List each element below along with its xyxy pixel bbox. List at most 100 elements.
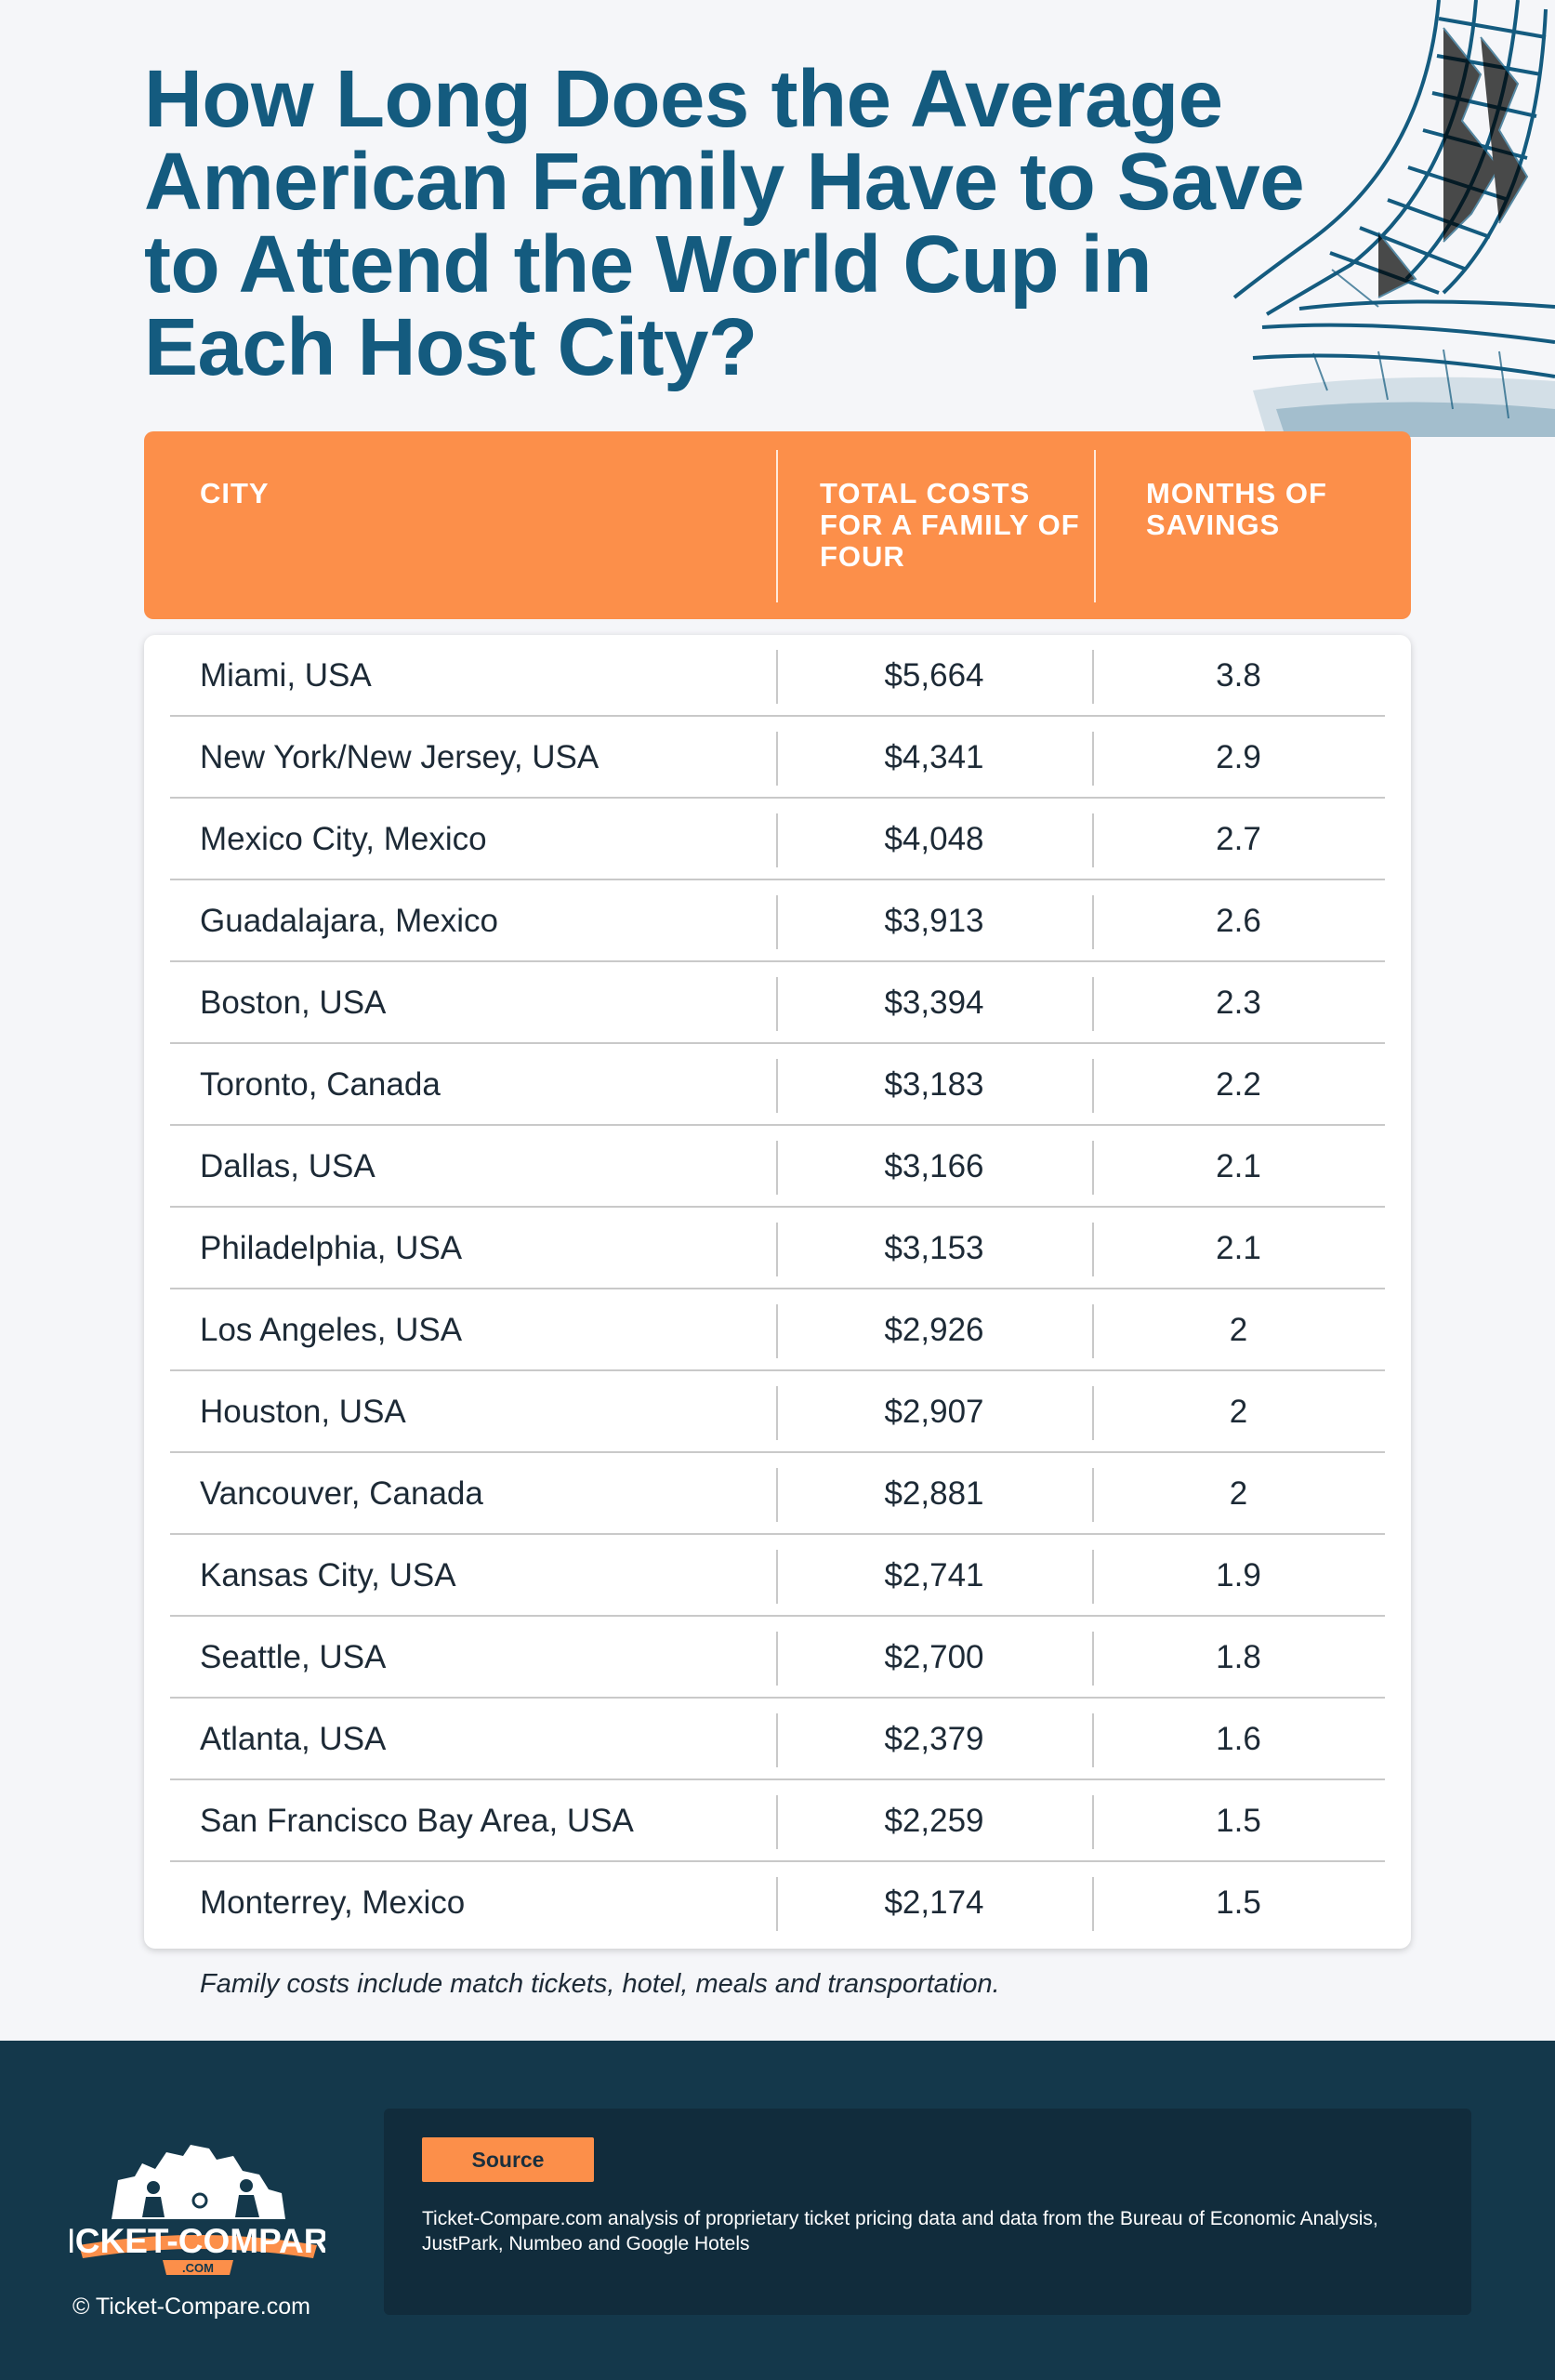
table-row: Kansas City, USA $2,741 1.9 <box>170 1535 1385 1617</box>
footnote: Family costs include match tickets, hote… <box>200 1969 1000 1999</box>
cell-city: Los Angeles, USA <box>200 1312 463 1348</box>
table-row: Guadalajara, Mexico $3,913 2.6 <box>170 880 1385 962</box>
row-divider <box>170 1451 1385 1453</box>
cell-months: 2.6 <box>1216 903 1261 939</box>
logo-wordmark: TICKET-COMPARE <box>70 2222 325 2260</box>
column-divider <box>1092 1550 1094 1604</box>
cell-months: 2.2 <box>1216 1066 1261 1103</box>
cell-city: Mexico City, Mexico <box>200 821 487 857</box>
row-divider <box>170 1206 1385 1208</box>
row-divider <box>170 1615 1385 1617</box>
cell-total-cost: $2,881 <box>884 1475 984 1512</box>
table-row: Philadelphia, USA $3,153 2.1 <box>170 1208 1385 1289</box>
cell-total-cost: $2,741 <box>884 1557 984 1593</box>
cell-city: Miami, USA <box>200 657 372 694</box>
cell-months: 1.5 <box>1216 1884 1261 1921</box>
column-divider <box>1092 895 1094 949</box>
column-divider <box>1092 1386 1094 1440</box>
cell-city: Boston, USA <box>200 985 387 1021</box>
column-divider <box>1092 1141 1094 1195</box>
cell-city: New York/New Jersey, USA <box>200 739 600 775</box>
column-divider <box>776 813 778 867</box>
footer: TICKET-COMPARE .COM © Ticket-Compare.com… <box>0 2041 1555 2380</box>
column-divider <box>776 1223 778 1276</box>
cell-months: 1.6 <box>1216 1721 1261 1757</box>
column-divider <box>1092 1059 1094 1113</box>
cell-months: 2.9 <box>1216 739 1261 775</box>
table-row: Vancouver, Canada $2,881 2 <box>170 1453 1385 1535</box>
cell-total-cost: $2,700 <box>884 1639 984 1675</box>
cell-city: Monterrey, Mexico <box>200 1884 466 1921</box>
row-divider <box>170 1124 1385 1126</box>
cell-total-cost: $5,664 <box>884 657 984 694</box>
header-divider <box>776 450 778 602</box>
row-divider <box>170 1288 1385 1289</box>
source-panel: Source Ticket-Compare.com analysis of pr… <box>384 2109 1471 2315</box>
table-header: CITY TOTAL COSTS FOR A FAMILY OF FOUR MO… <box>144 431 1411 619</box>
column-divider <box>776 650 778 704</box>
cell-months: 3.8 <box>1216 657 1261 694</box>
logo-domain: .COM <box>182 2261 214 2275</box>
cell-months: 2 <box>1229 1312 1248 1348</box>
cell-city: Dallas, USA <box>200 1148 376 1184</box>
cell-city: Vancouver, Canada <box>200 1475 483 1512</box>
cell-total-cost: $2,926 <box>884 1312 984 1348</box>
column-divider <box>1092 1795 1094 1849</box>
cell-months: 1.9 <box>1216 1557 1261 1593</box>
column-divider <box>1092 1468 1094 1522</box>
cell-months: 2.7 <box>1216 821 1261 857</box>
column-divider <box>776 1795 778 1849</box>
copyright-text: © Ticket-Compare.com <box>72 2294 310 2320</box>
cell-total-cost: $4,341 <box>884 739 984 775</box>
cell-total-cost: $3,183 <box>884 1066 984 1103</box>
cell-months: 1.5 <box>1216 1803 1261 1839</box>
table-row: Dallas, USA $3,166 2.1 <box>170 1126 1385 1208</box>
ticket-compare-logo: TICKET-COMPARE .COM <box>70 2145 325 2275</box>
cell-total-cost: $2,174 <box>884 1884 984 1921</box>
cell-total-cost: $2,379 <box>884 1721 984 1757</box>
cell-months: 2 <box>1229 1394 1248 1430</box>
row-divider <box>170 1860 1385 1862</box>
row-divider <box>170 1533 1385 1535</box>
cell-city: San Francisco Bay Area, USA <box>200 1803 634 1839</box>
cell-total-cost: $3,153 <box>884 1230 984 1266</box>
column-divider <box>1092 1304 1094 1358</box>
cell-city: Atlanta, USA <box>200 1721 387 1757</box>
header-city: CITY <box>200 477 270 509</box>
cell-total-cost: $3,913 <box>884 903 984 939</box>
table-row: Los Angeles, USA $2,926 2 <box>170 1289 1385 1371</box>
source-text: Ticket-Compare.com analysis of proprieta… <box>422 2208 1378 2254</box>
column-divider <box>776 1713 778 1767</box>
column-divider <box>776 1059 778 1113</box>
table-row: San Francisco Bay Area, USA $2,259 1.5 <box>170 1780 1385 1862</box>
cell-months: 1.8 <box>1216 1639 1261 1675</box>
column-divider <box>1092 1223 1094 1276</box>
column-divider <box>1092 977 1094 1031</box>
header-months-of-savings: MONTHS OF SAVINGS <box>1146 477 1327 541</box>
row-divider <box>170 1778 1385 1780</box>
row-divider <box>170 797 1385 799</box>
column-divider <box>776 1141 778 1195</box>
column-divider <box>776 977 778 1031</box>
column-divider <box>776 1304 778 1358</box>
cell-months: 2.3 <box>1216 985 1261 1021</box>
cell-months: 2.1 <box>1216 1148 1261 1184</box>
row-divider <box>170 1369 1385 1371</box>
table-row: Miami, USA $5,664 3.8 <box>170 635 1385 717</box>
column-divider <box>1092 813 1094 867</box>
cell-months: 2.1 <box>1216 1230 1261 1266</box>
cell-months: 2 <box>1229 1475 1248 1512</box>
table-row: Houston, USA $2,907 2 <box>170 1371 1385 1453</box>
table-row: Mexico City, Mexico $4,048 2.7 <box>170 799 1385 880</box>
column-divider <box>1092 1632 1094 1686</box>
cell-city: Seattle, USA <box>200 1639 387 1675</box>
table-row: Boston, USA $3,394 2.3 <box>170 962 1385 1044</box>
row-divider <box>170 1697 1385 1699</box>
row-divider <box>170 879 1385 880</box>
row-divider <box>170 960 1385 962</box>
cell-city: Philadelphia, USA <box>200 1230 463 1266</box>
column-divider <box>776 895 778 949</box>
cell-total-cost: $3,166 <box>884 1148 984 1184</box>
column-divider <box>776 1386 778 1440</box>
column-divider <box>1092 650 1094 704</box>
